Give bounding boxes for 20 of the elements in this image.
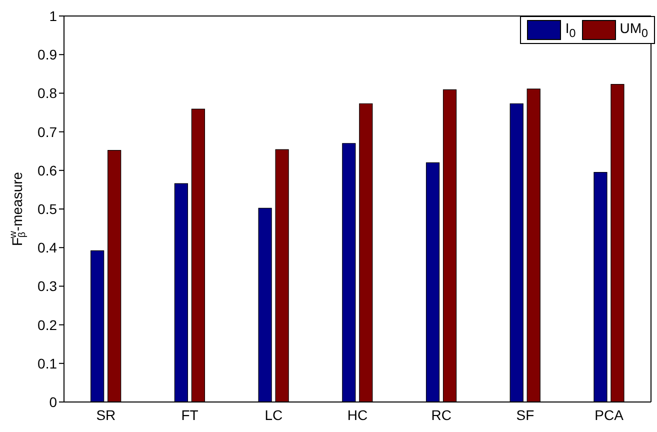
x-tick-label: HC bbox=[347, 406, 368, 423]
legend-label: UM$_{0}$ bbox=[620, 20, 648, 40]
x-tick-label: LC bbox=[264, 406, 283, 423]
x-tick-label: RC bbox=[431, 406, 452, 423]
y-tick-label: 0.7 bbox=[38, 124, 58, 140]
y-tick-label: 0.3 bbox=[38, 278, 58, 294]
y-tick-label: 0.9 bbox=[38, 46, 58, 63]
x-tick-label: SF bbox=[516, 406, 534, 423]
y-tick-label: 0 bbox=[49, 394, 58, 410]
y-tick-label: 0.6 bbox=[38, 162, 58, 178]
x-tick-label: PCA bbox=[594, 406, 624, 423]
y-tick-label: 0.5 bbox=[38, 200, 58, 217]
x-tick-label: FT bbox=[181, 406, 199, 423]
y-tick-label: 0.2 bbox=[38, 316, 58, 333]
legend-label: I$_{0}$ bbox=[565, 20, 576, 40]
y-tick-label: 0.4 bbox=[38, 240, 58, 256]
y-tick-label: 0.1 bbox=[38, 355, 58, 372]
y-tick-label: 1 bbox=[49, 8, 58, 24]
y-tick-label: 0.8 bbox=[38, 85, 58, 102]
x-tick-label: SR bbox=[96, 406, 116, 423]
